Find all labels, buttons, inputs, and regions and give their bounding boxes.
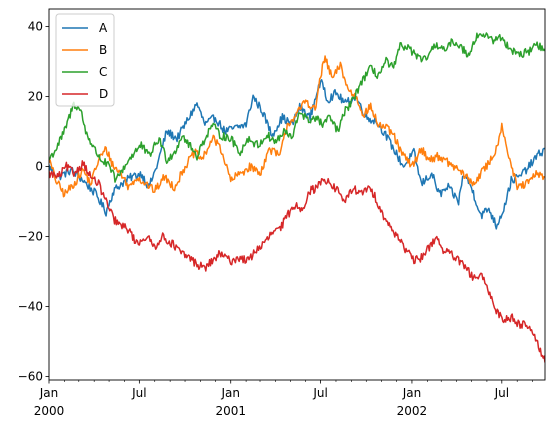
x-tick-label: Jan bbox=[402, 386, 422, 400]
y-tick-label: 40 bbox=[28, 20, 43, 34]
series-line-c bbox=[49, 32, 545, 183]
axis-layer: 40 20 0 −20 −40 −60 Jan 2000 Jul Jan 2001 Jul Jan 200… bbox=[18, 20, 533, 418]
y-tick-label: 0 bbox=[35, 160, 43, 174]
x-tick-label: Jul bbox=[131, 386, 146, 400]
x-tick-label: Jul bbox=[494, 386, 509, 400]
x-tick-label: Jan bbox=[39, 386, 59, 400]
y-tick-label: −40 bbox=[18, 300, 43, 314]
x-tick-label: Jul bbox=[312, 386, 327, 400]
plot-background bbox=[49, 9, 545, 380]
x-tick-label: Jan bbox=[220, 386, 240, 400]
plot-frame bbox=[48, 8, 546, 381]
legend-label-a: A bbox=[99, 21, 108, 35]
y-tick-label: −60 bbox=[18, 370, 43, 384]
x-tick-year-label: 2002 bbox=[397, 404, 428, 418]
x-tick-year-label: 2000 bbox=[34, 404, 65, 418]
series-line-d bbox=[49, 160, 545, 363]
x-tick-year-label: 2001 bbox=[215, 404, 246, 418]
y-tick-label: −20 bbox=[18, 230, 43, 244]
y-tick-label: 20 bbox=[28, 90, 43, 104]
series-line-a bbox=[49, 79, 545, 230]
legend-label-c: C bbox=[99, 65, 107, 79]
legend-label-d: D bbox=[99, 87, 108, 101]
legend-label-b: B bbox=[99, 43, 107, 57]
legend-box bbox=[55, 13, 115, 107]
series-layer bbox=[49, 32, 545, 363]
series-line-b bbox=[49, 55, 545, 198]
